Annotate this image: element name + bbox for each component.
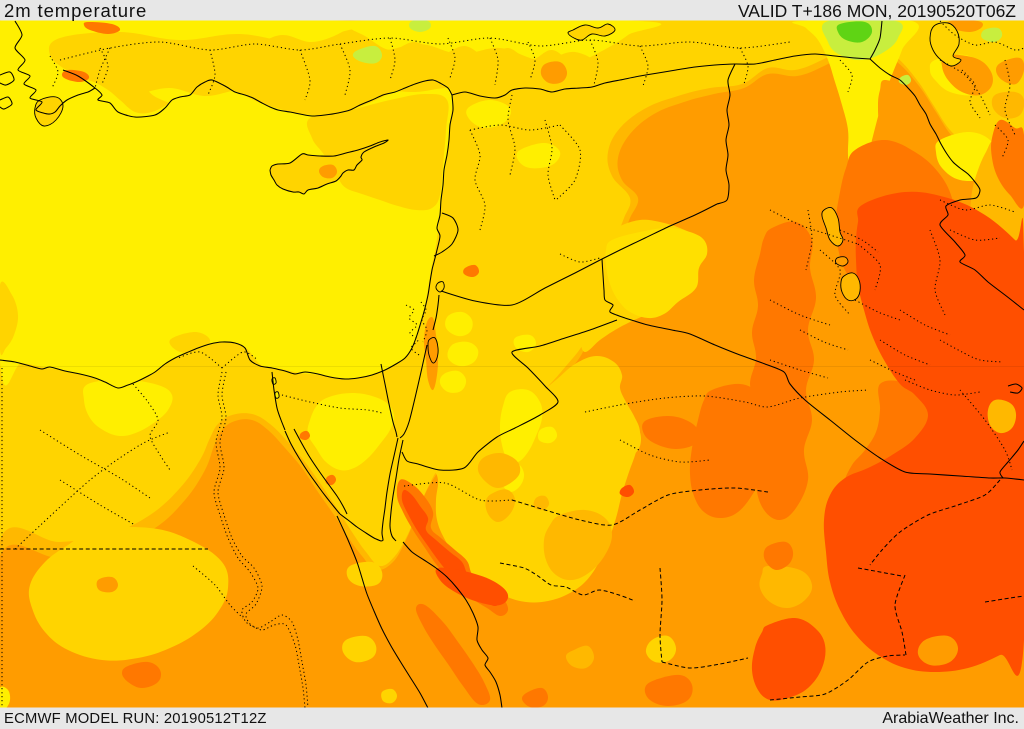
svg-text:ArabiaWeather Inc.: ArabiaWeather Inc. xyxy=(882,710,1019,727)
svg-text:ECMWF MODEL RUN: 20190512T12Z: ECMWF MODEL RUN: 20190512T12Z xyxy=(4,711,267,727)
svg-text:VALID T+186 MON, 20190520T06Z: VALID T+186 MON, 20190520T06Z xyxy=(738,1,1016,21)
svg-text:2m temperature: 2m temperature xyxy=(4,0,147,21)
